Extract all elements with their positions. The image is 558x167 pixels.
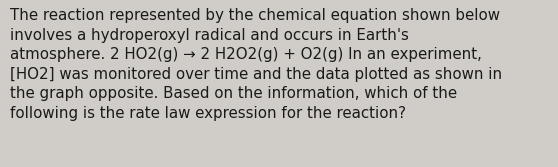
Text: The reaction represented by the chemical equation shown below
involves a hydrope: The reaction represented by the chemical… — [10, 8, 502, 121]
